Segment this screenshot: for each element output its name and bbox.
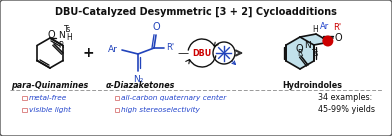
Text: Ar: Ar (108, 44, 118, 53)
Polygon shape (286, 37, 314, 69)
Bar (22, 96, 27, 100)
Text: +: + (82, 46, 94, 60)
Text: 34 examples:: 34 examples: (318, 94, 372, 103)
Text: 45-99% yields: 45-99% yields (318, 104, 375, 114)
Bar (22, 108, 27, 112)
Text: N: N (58, 32, 65, 41)
Text: Ar: Ar (320, 22, 330, 31)
Text: R': R' (166, 44, 174, 52)
Text: O: O (152, 22, 160, 32)
Text: —: — (178, 48, 189, 58)
Text: DBU: DBU (192, 49, 212, 58)
Text: O: O (335, 33, 343, 43)
Text: all-carbon quaternary center: all-carbon quaternary center (122, 95, 227, 101)
Text: Hydroindoles: Hydroindoles (282, 81, 342, 90)
Text: R: R (58, 41, 64, 50)
Text: R: R (297, 49, 303, 58)
Bar (115, 108, 120, 112)
Text: N₂: N₂ (133, 75, 143, 84)
Text: visible light: visible light (29, 107, 71, 113)
Circle shape (322, 35, 333, 47)
Text: O: O (47, 30, 55, 40)
Text: metal-free: metal-free (29, 95, 67, 101)
Text: DBU-Catalyzed Desymmetric [3 + 2] Cycloadditions: DBU-Catalyzed Desymmetric [3 + 2] Cycloa… (55, 7, 337, 17)
Text: Ts: Ts (64, 24, 71, 33)
Text: H: H (312, 25, 318, 34)
Text: para-Quinamines: para-Quinamines (11, 81, 89, 90)
Text: Ts: Ts (312, 49, 319, 58)
Text: N: N (305, 41, 311, 50)
Text: high stereoselectivity: high stereoselectivity (122, 107, 200, 113)
Bar (115, 96, 120, 100)
Text: O: O (295, 44, 303, 54)
Polygon shape (300, 34, 330, 45)
Text: H: H (66, 33, 72, 41)
Text: R': R' (333, 23, 341, 32)
Text: α-Diazaketones: α-Diazaketones (105, 81, 175, 90)
